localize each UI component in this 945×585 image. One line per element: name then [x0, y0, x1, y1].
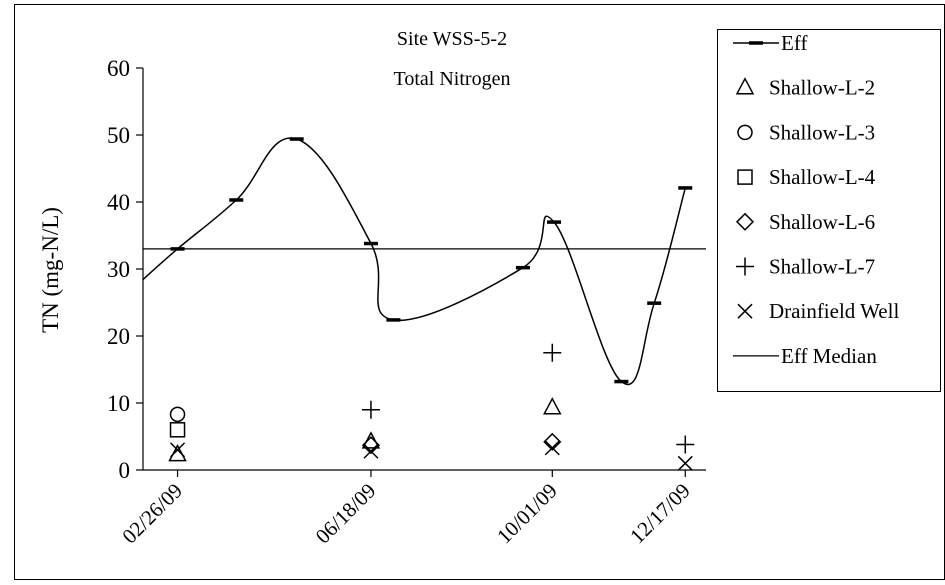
y-tick-label: 0 — [119, 458, 131, 483]
legend-box — [717, 29, 941, 392]
legend-label-shallow-l-7: Shallow-L-7 — [769, 255, 875, 279]
data-point-drainfield-well — [544, 440, 560, 456]
data-point-shallow-l-3 — [169, 406, 186, 423]
data-point-shallow-l-2 — [543, 397, 562, 415]
legend-label-drainfield-well: Drainfield Well — [769, 299, 899, 323]
legend-label-shallow-l-6: Shallow-L-6 — [769, 210, 875, 234]
y-tick-label: 60 — [107, 56, 130, 81]
legend-marker-drainfield-well — [737, 303, 753, 319]
legend-marker-shallow-l-3 — [737, 124, 753, 141]
data-point-shallow-l-7 — [676, 435, 695, 454]
y-tick-label: 40 — [107, 190, 130, 215]
data-point-shallow-l-4 — [169, 422, 186, 438]
legend-marker-shallow-l-2 — [735, 77, 755, 95]
legend-label-eff-median: Eff Median — [781, 344, 877, 368]
chart-title-line-2: Total Nitrogen — [394, 68, 511, 90]
data-point-drainfield-well — [363, 443, 379, 459]
y-tick-label: 30 — [107, 257, 130, 282]
legend-marker-shallow-l-7 — [736, 257, 754, 276]
data-point-shallow-l-7 — [543, 343, 562, 362]
y-tick-label: 50 — [107, 123, 130, 148]
legend-marker-shallow-l-6 — [735, 212, 755, 231]
legend: Eff Shallow-L-2 Shallow-L-3 Shallow-L-4 Shal… — [717, 29, 941, 392]
data-point-drainfield-well — [170, 442, 186, 458]
data-point-shallow-l-7 — [361, 400, 380, 419]
data-point-shallow-l-6 — [543, 432, 562, 451]
legend-label-shallow-l-3: Shallow-L-3 — [769, 120, 875, 144]
y-axis-label: TN (mg-N/L) — [38, 207, 63, 333]
chart-title-line-1: Site WSS-5-2 — [397, 28, 507, 50]
y-tick-label: 10 — [107, 391, 130, 416]
legend-label-shallow-l-4: Shallow-L-4 — [769, 165, 876, 189]
data-point-drainfield-well — [677, 455, 693, 471]
legend-label-shallow-l-2: Shallow-L-2 — [769, 76, 875, 100]
y-tick-label: 20 — [107, 324, 130, 349]
data-point-shallow-l-6 — [361, 436, 381, 455]
legend-label-eff: Eff — [781, 31, 807, 55]
legend-marker-shallow-l-4 — [737, 169, 753, 185]
